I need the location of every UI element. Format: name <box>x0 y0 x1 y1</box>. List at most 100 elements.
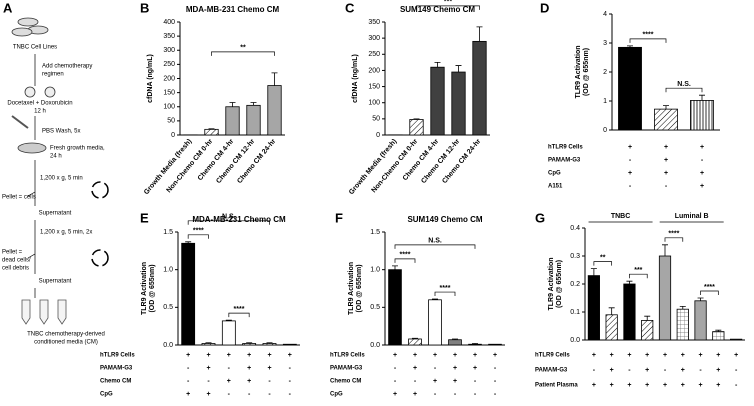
condition-label: hTLR9 Cells <box>548 145 583 151</box>
step-text: Docetaxel + Doxorubicin <box>7 101 72 107</box>
step-text: 1,200 x g, 5 min <box>40 176 83 182</box>
y-tick-label: 0 <box>171 132 175 139</box>
condition-sign: - <box>593 367 596 374</box>
condition-sign: + <box>681 367 685 374</box>
bar <box>451 71 466 136</box>
error-bar <box>434 61 441 68</box>
step-text: Supernatant <box>39 279 72 285</box>
condition-sign: + <box>663 352 667 359</box>
significance-bracket <box>416 5 480 10</box>
bar <box>246 104 261 136</box>
error-bar <box>392 265 398 270</box>
step-text: cell debris <box>2 266 29 272</box>
error-bar <box>413 118 420 120</box>
y-tick-label: 0.5 <box>370 304 380 311</box>
bar <box>654 108 678 131</box>
significance-bracket <box>434 291 456 297</box>
condition-sign: - <box>664 367 667 374</box>
significance-label: N.S. <box>677 81 691 88</box>
arrow <box>27 191 36 197</box>
condition-sign: + <box>186 391 190 398</box>
bar <box>488 343 502 346</box>
y-tick-label: 0 <box>603 127 607 134</box>
condition-sign: - <box>665 183 668 190</box>
x-tick-label: Chemo CM 12-hr <box>420 138 461 185</box>
x-tick-label: Chemo CM 12-hr <box>215 138 256 185</box>
condition-sign: - <box>434 365 437 372</box>
y-axis-label: (OD @ 655nm) <box>583 48 590 96</box>
condition-sign: + <box>627 352 631 359</box>
error-bar <box>412 337 418 339</box>
bar <box>448 339 462 346</box>
significance-label: N.S. <box>428 238 442 245</box>
condition-sign: + <box>473 365 477 372</box>
condition-sign: - <box>394 365 397 372</box>
condition-sign: + <box>592 352 596 359</box>
step-text: 24 h <box>50 154 62 160</box>
bar <box>730 338 743 341</box>
bar <box>676 308 689 341</box>
condition-sign: + <box>699 352 703 359</box>
tubes-icon <box>21 299 67 325</box>
condition-sign: + <box>433 352 437 359</box>
bar <box>409 119 424 136</box>
significance-label: ** <box>240 45 246 52</box>
y-tick-label: 50 <box>167 118 175 125</box>
significance-label: **** <box>704 284 715 291</box>
bar <box>694 300 707 341</box>
condition-sign: - <box>494 365 497 372</box>
y-tick-label: 150 <box>368 83 380 90</box>
bar <box>201 343 216 346</box>
panel-letter: C <box>345 0 355 15</box>
condition-sign: + <box>186 352 190 359</box>
significance-bracket <box>629 273 648 279</box>
step-text: TNBC Cell Lines <box>13 45 57 51</box>
x-tick-label: Chemo CM 24-hr <box>441 138 482 185</box>
y-axis-label: TLR9 Activation <box>141 262 148 315</box>
bar <box>587 275 600 341</box>
significance-bracket <box>665 87 703 93</box>
error-bar <box>663 105 669 110</box>
y-axis-label: TLR9 Activation <box>575 45 582 98</box>
bar <box>242 343 257 346</box>
step-text: Pellet = cells <box>2 195 36 201</box>
error-bar <box>452 338 458 340</box>
error-bar <box>715 329 722 332</box>
condition-label: hTLR9 Cells <box>100 353 135 359</box>
condition-label: Chemo CM <box>330 379 361 385</box>
significance-bracket <box>394 244 476 249</box>
bar <box>408 338 422 346</box>
condition-sign: - <box>494 378 497 385</box>
condition-sign: + <box>699 382 703 389</box>
bar <box>388 269 402 346</box>
condition-sign: + <box>663 382 667 389</box>
condition-sign: - <box>289 391 292 398</box>
condition-sign: - <box>228 391 231 398</box>
error-bar <box>455 65 462 73</box>
y-tick-label: 200 <box>163 75 175 82</box>
error-bar <box>250 102 257 106</box>
condition-sign: + <box>664 170 668 177</box>
condition-sign: - <box>629 183 632 190</box>
significance-label: **** <box>668 231 679 238</box>
error-bar <box>626 280 633 284</box>
error-bar <box>185 241 192 244</box>
error-bar <box>225 319 232 321</box>
significance-bracket <box>629 38 667 43</box>
significance-label: **** <box>643 32 654 39</box>
condition-sign: + <box>610 367 614 374</box>
y-tick-label: 0.0 <box>570 337 580 344</box>
condition-sign: + <box>627 382 631 389</box>
condition-sign: + <box>288 352 292 359</box>
y-tick-label: 300 <box>163 47 175 54</box>
error-bar <box>590 268 597 276</box>
condition-sign: + <box>206 352 210 359</box>
y-axis-label: TLR9 Activation <box>548 257 555 310</box>
condition-sign: + <box>716 367 720 374</box>
significance-label: **** <box>193 228 204 235</box>
y-tick-label: 400 <box>163 19 175 26</box>
condition-sign: - <box>699 367 702 374</box>
condition-label: hTLR9 Cells <box>330 353 365 359</box>
significance-bracket <box>228 312 250 318</box>
condition-sign: + <box>681 382 685 389</box>
